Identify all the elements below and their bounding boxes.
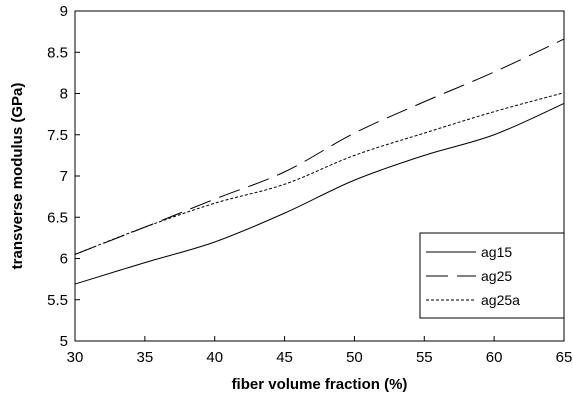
series-lines: [74, 38, 565, 285]
y-tick-label: 6: [60, 251, 68, 268]
x-tick-label: 60: [486, 349, 503, 366]
series-line-ag15: [74, 102, 565, 285]
y-tick-label: 7.5: [47, 127, 68, 144]
x-tick-labels: 30 35 40 45 50 55 60 65: [67, 349, 573, 366]
y-tick-label: 9: [60, 3, 68, 20]
y-tick-label: 5.5: [47, 292, 68, 309]
y-tick-label: 8: [60, 86, 68, 103]
series-line-ag25a: [74, 92, 565, 255]
legend-label-ag25a: ag25a: [481, 292, 520, 308]
series-line-ag25: [74, 38, 565, 255]
y-axis-title: transverse modulus (GPa): [9, 83, 26, 270]
y-tick-label: 8.5: [47, 44, 68, 61]
y-tick-label: 6.5: [47, 209, 68, 226]
legend-label-ag15: ag15: [481, 244, 512, 260]
x-tick-label: 55: [416, 349, 433, 366]
x-tick-label: 45: [276, 349, 293, 366]
plot-area-frame: [74, 10, 565, 342]
legend-label-ag25: ag25: [481, 268, 512, 284]
x-tick-label: 65: [556, 349, 573, 366]
x-axis-title: fiber volume fraction (%): [232, 376, 408, 393]
x-tick-label: 50: [346, 349, 363, 366]
y-tick-label: 5: [60, 333, 68, 350]
y-tick-label: 7: [60, 168, 68, 185]
legend: ag15 ag25 ag25a: [419, 232, 565, 319]
x-tick-label: 30: [67, 349, 84, 366]
y-tick-labels: 5 5.5 6 6.5 7 7.5 8 8.5 9: [47, 3, 68, 350]
x-tick-label: 35: [137, 349, 154, 366]
x-tick-label: 40: [206, 349, 223, 366]
